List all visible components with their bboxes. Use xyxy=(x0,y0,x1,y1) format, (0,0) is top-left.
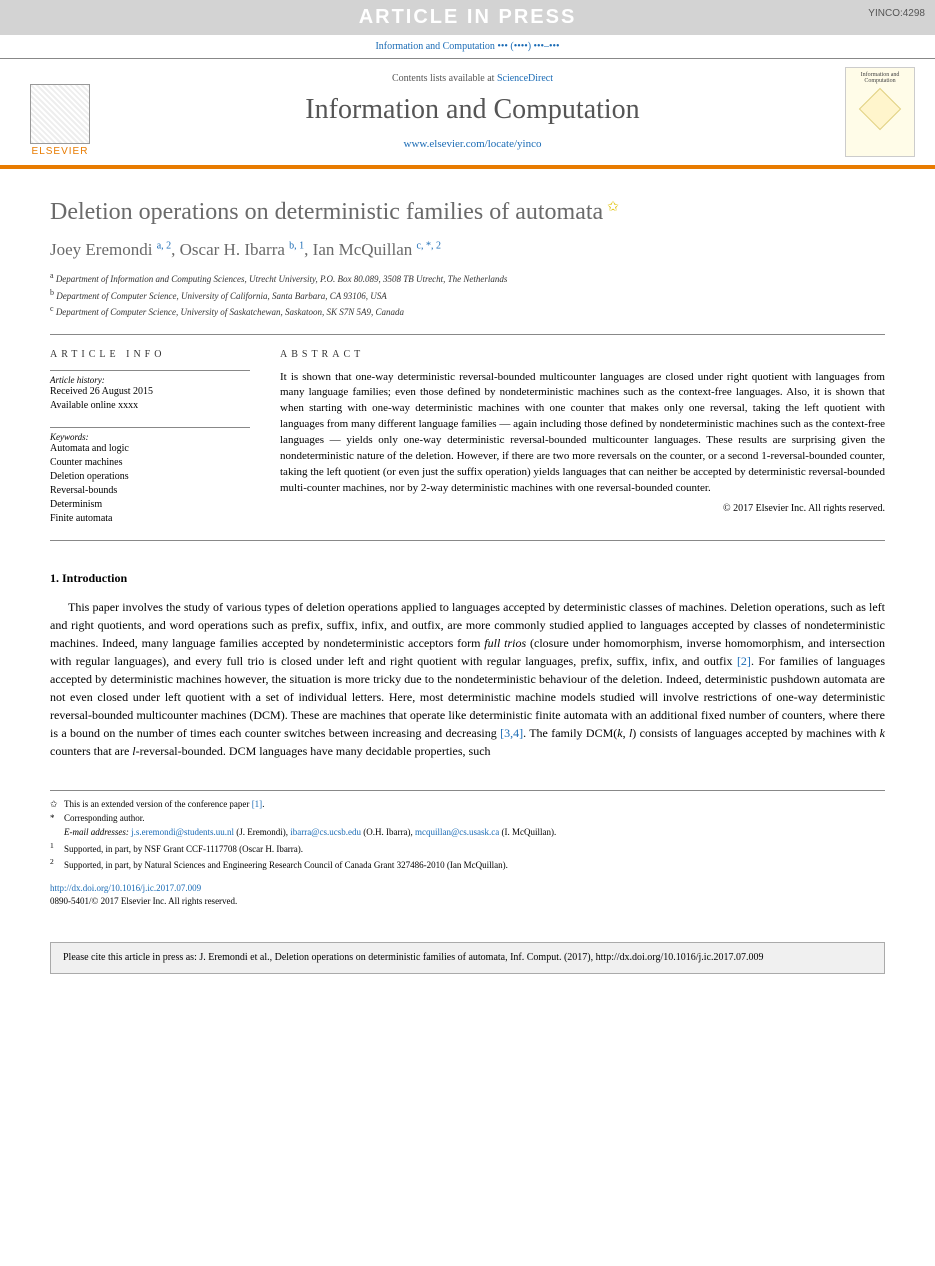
keywords-heading: Keywords: xyxy=(50,427,250,442)
banner-text: ARTICLE IN PRESS xyxy=(359,6,577,28)
footnote-star: ✩This is an extended version of the conf… xyxy=(50,797,885,811)
footnote-2: 2Supported, in part, by Natural Sciences… xyxy=(50,856,885,872)
article-info-heading: ARTICLE INFO xyxy=(50,349,250,360)
section-1-heading: 1. Introduction xyxy=(50,571,885,586)
contents-available: Contents lists available at ScienceDirec… xyxy=(100,73,845,84)
doi-block: http://dx.doi.org/10.1016/j.ic.2017.07.0… xyxy=(50,882,885,907)
footnote-corresponding: *Corresponding author. xyxy=(50,811,885,825)
citation-box: Please cite this article in press as: J.… xyxy=(50,942,885,974)
masthead: ELSEVIER Contents lists available at Sci… xyxy=(0,58,935,169)
abstract-column: ABSTRACT It is shown that one-way determ… xyxy=(280,349,885,526)
history-text: Received 26 August 2015Available online … xyxy=(50,385,250,413)
publisher-logo[interactable]: ELSEVIER xyxy=(20,67,100,157)
title-footnote-star-icon[interactable]: ✩ xyxy=(607,199,619,216)
footnote-1: 1Supported, in part, by NSF Grant CCF-11… xyxy=(50,840,885,856)
history-heading: Article history: xyxy=(50,370,250,385)
email-link[interactable]: ibarra@cs.ucsb.edu xyxy=(290,827,361,837)
abstract-heading: ABSTRACT xyxy=(280,349,885,360)
email-link[interactable]: mcquillan@cs.usask.ca xyxy=(415,827,499,837)
abstract-copyright: © 2017 Elsevier Inc. All rights reserved… xyxy=(280,503,885,514)
in-press-banner: ARTICLE IN PRESS YINCO:4298 xyxy=(0,0,935,35)
journal-citation-strip: Information and Computation ••• (••••) •… xyxy=(0,35,935,58)
email-link[interactable]: j.s.eremondi@students.uu.nl xyxy=(131,827,234,837)
cover-title: Information and Computation xyxy=(850,72,910,84)
footnotes: ✩This is an extended version of the conf… xyxy=(50,790,885,873)
affiliations: a Department of Information and Computin… xyxy=(50,270,885,335)
doi-link[interactable]: http://dx.doi.org/10.1016/j.ic.2017.07.0… xyxy=(50,883,201,893)
cover-diamond-icon xyxy=(859,88,901,130)
elsevier-tree-icon xyxy=(30,84,90,144)
sciencedirect-link[interactable]: ScienceDirect xyxy=(497,73,553,84)
journal-homepage-link[interactable]: www.elsevier.com/locate/yinco xyxy=(404,138,542,150)
article-info-column: ARTICLE INFO Article history: Received 2… xyxy=(50,349,250,526)
intro-paragraph: This paper involves the study of various… xyxy=(50,598,885,760)
author-list: Joey Eremondi a, 2, Oscar H. Ibarra b, 1… xyxy=(50,240,885,260)
article-code: YINCO:4298 xyxy=(868,8,925,19)
keywords-list: Automata and logicCounter machinesDeleti… xyxy=(50,442,250,526)
publisher-name: ELSEVIER xyxy=(32,146,89,157)
footnote-emails: E-mail addresses: j.s.eremondi@students.… xyxy=(50,825,885,839)
issn-copyright: 0890-5401/© 2017 Elsevier Inc. All right… xyxy=(50,896,237,906)
abstract-text: It is shown that one-way deterministic r… xyxy=(280,370,885,498)
article-title: Deletion operations on deterministic fam… xyxy=(50,199,885,226)
journal-title: Information and Computation xyxy=(100,94,845,126)
journal-cover-thumbnail[interactable]: Information and Computation xyxy=(845,67,915,157)
